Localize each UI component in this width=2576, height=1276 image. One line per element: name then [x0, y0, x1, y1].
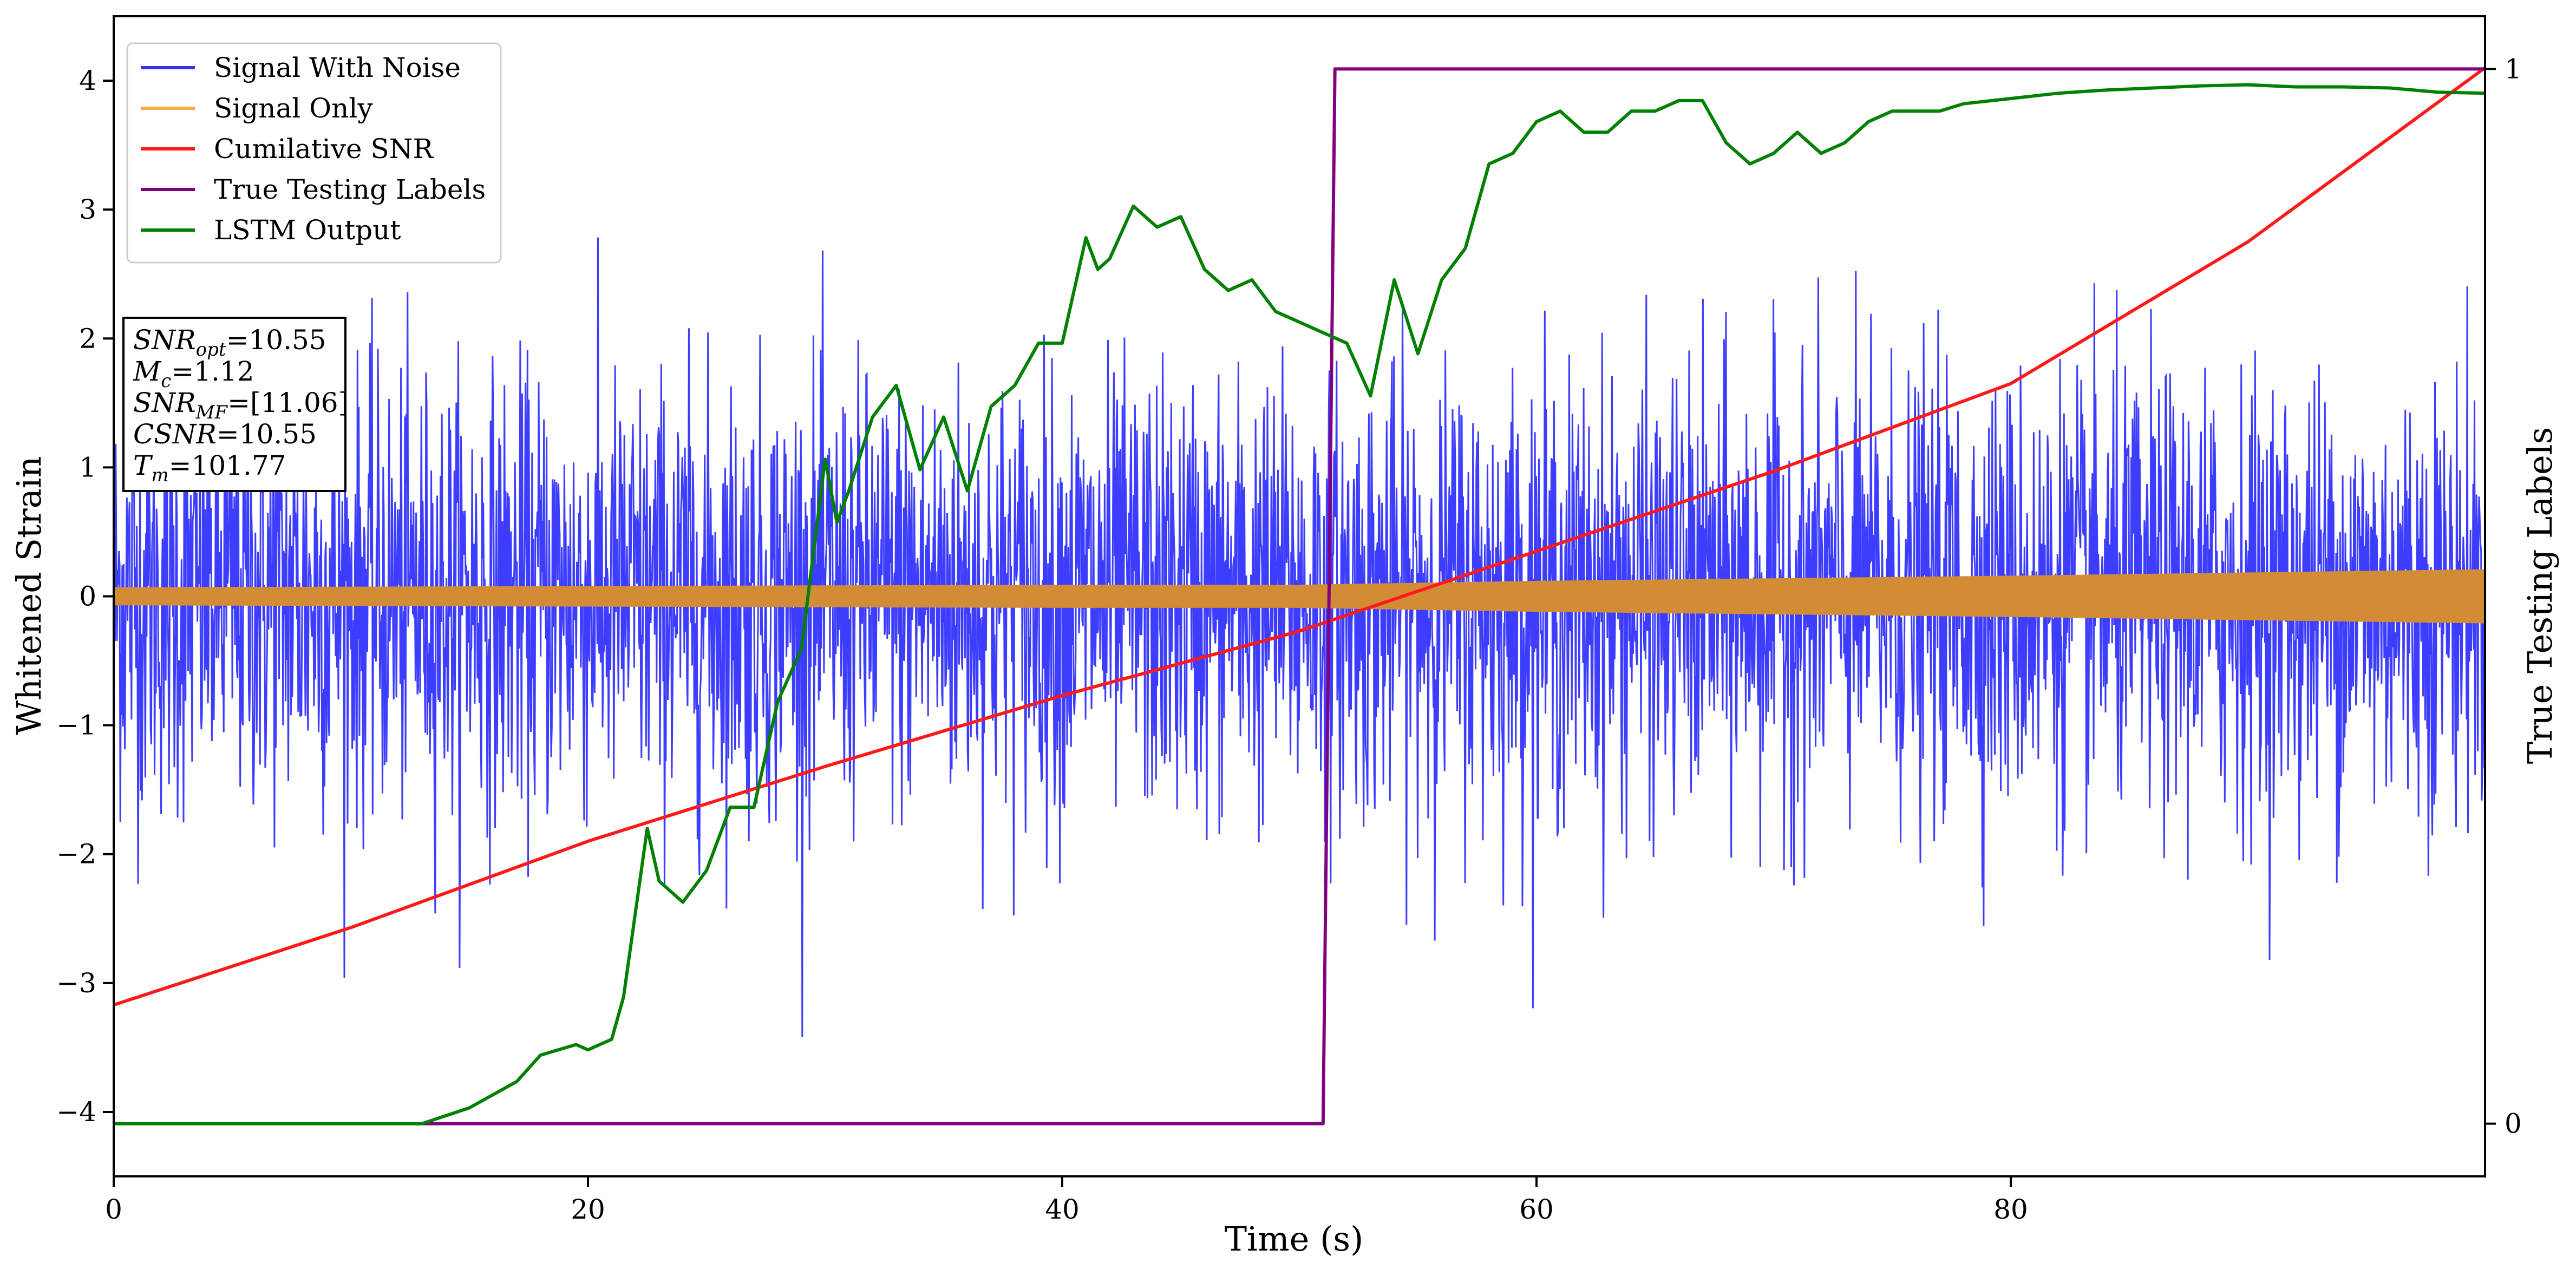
- x-tick-label: 0: [105, 1194, 122, 1225]
- series-cumulative-snr: [114, 66, 2485, 1007]
- annotation-line: SNRMF=[11.06]: [133, 387, 349, 423]
- annotation-line: CSNR=10.55: [133, 418, 317, 450]
- y-left-tick-label: 0: [79, 581, 96, 612]
- series-lstm-output: [114, 83, 2485, 1126]
- y-left-tick-label: 4: [79, 65, 96, 96]
- y-left-tick-label: 2: [79, 323, 96, 354]
- y-left-tick-label: −2: [56, 839, 96, 870]
- y-left-tick-label: −3: [56, 967, 96, 999]
- y-left-tick-label: 3: [79, 194, 96, 225]
- series-layer: [114, 66, 2485, 1126]
- y-left-tick-label: −1: [56, 710, 96, 741]
- x-tick-label: 60: [1519, 1194, 1554, 1225]
- y-axis-right-label: True Testing Labels: [2520, 427, 2560, 764]
- y-right-tick-label: 0: [2505, 1108, 2522, 1140]
- annotation-line: Tm=101.77: [133, 450, 286, 486]
- annotation-box: SNRopt=10.55Mc=1.12SNRMF=[11.06]CSNR=10.…: [122, 317, 349, 492]
- legend: Signal With Noise Signal Only Cumilative S…: [126, 42, 502, 264]
- x-tick-label: 40: [1045, 1194, 1080, 1225]
- y-axis-left-label: Whitened Strain: [9, 456, 49, 735]
- series-signal-with-noise: [114, 237, 2485, 1037]
- y-right-tick-label: 1: [2505, 53, 2522, 84]
- x-tick-label: 80: [1993, 1194, 2028, 1225]
- legend-label: Cumilative SNR: [214, 133, 434, 165]
- legend-frame: [126, 42, 502, 264]
- annotation-frame: [122, 317, 346, 492]
- series-signal-only: [114, 569, 2485, 624]
- legend-label: Signal Only: [214, 93, 373, 124]
- legend-label: LSTM Output: [214, 214, 401, 246]
- y-left-tick-label: 1: [79, 451, 96, 483]
- annotation-line: SNRopt=10.55: [133, 324, 326, 361]
- x-tick-label: 20: [571, 1194, 605, 1225]
- annotation-line: Mc=1.12: [133, 356, 254, 392]
- y-left-tick-label: −4: [56, 1096, 96, 1128]
- series-true-testing-labels: [114, 67, 2485, 1126]
- legend-label: True Testing Labels: [214, 174, 486, 205]
- x-axis-label: Time (s): [1225, 1219, 1364, 1259]
- legend-label: Signal With Noise: [214, 52, 461, 83]
